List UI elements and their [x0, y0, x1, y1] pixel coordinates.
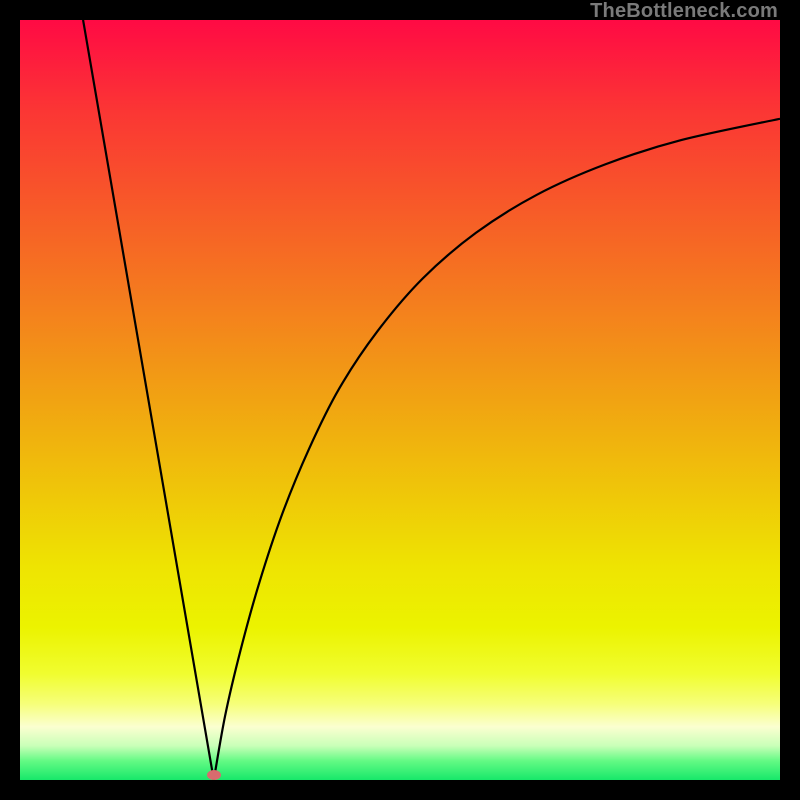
watermark-text: TheBottleneck.com	[590, 0, 778, 23]
optimal-point-marker	[207, 770, 221, 780]
plot-area	[20, 20, 780, 780]
chart-container: TheBottleneck.com	[0, 0, 800, 800]
curve-layer	[20, 20, 780, 780]
bottleneck-curve	[83, 20, 780, 780]
